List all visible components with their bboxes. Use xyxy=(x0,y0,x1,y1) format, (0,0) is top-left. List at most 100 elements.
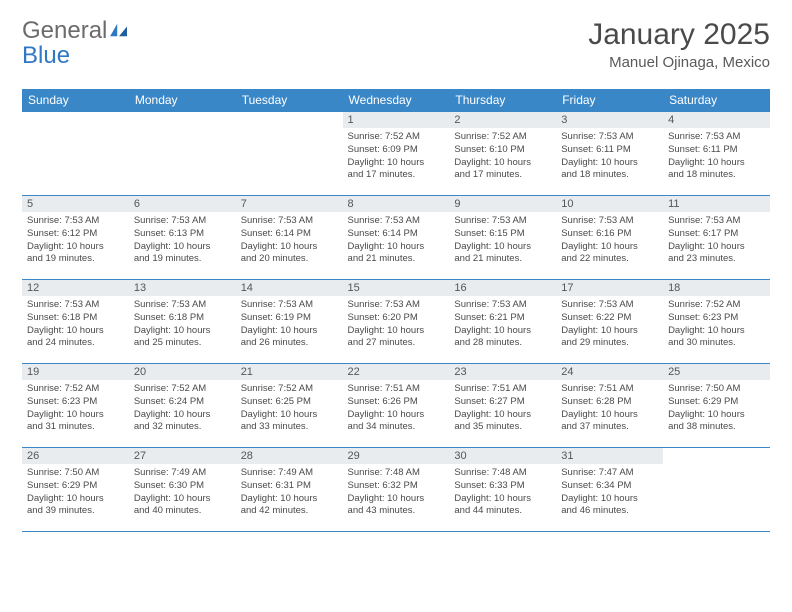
day-number: 13 xyxy=(129,280,236,296)
day-detail-line: Sunset: 6:18 PM xyxy=(134,312,204,323)
title-block: January 2025 Manuel Ojinaga, Mexico xyxy=(588,18,770,71)
day-detail-line: Daylight: 10 hours xyxy=(668,157,745,168)
day-number: 23 xyxy=(449,364,556,380)
day-details: Sunrise: 7:53 AMSunset: 6:20 PMDaylight:… xyxy=(343,296,450,354)
calendar-cell: 10Sunrise: 7:53 AMSunset: 6:16 PMDayligh… xyxy=(556,196,663,280)
day-detail-line: Daylight: 10 hours xyxy=(134,409,211,420)
calendar-cell: 29Sunrise: 7:48 AMSunset: 6:32 PMDayligh… xyxy=(343,448,450,532)
day-number xyxy=(22,112,129,116)
location-label: Manuel Ojinaga, Mexico xyxy=(588,54,770,71)
day-details: Sunrise: 7:53 AMSunset: 6:14 PMDaylight:… xyxy=(343,212,450,270)
day-number: 24 xyxy=(556,364,663,380)
day-detail-line: Sunset: 6:21 PM xyxy=(454,312,524,323)
day-number: 20 xyxy=(129,364,236,380)
day-number: 10 xyxy=(556,196,663,212)
day-detail-line: Sunset: 6:25 PM xyxy=(241,396,311,407)
day-detail-line: Sunset: 6:11 PM xyxy=(561,144,631,155)
day-detail-line: and 40 minutes. xyxy=(134,505,202,516)
day-detail-line: Sunrise: 7:49 AM xyxy=(134,467,206,478)
day-details: Sunrise: 7:53 AMSunset: 6:12 PMDaylight:… xyxy=(22,212,129,270)
day-detail-line: and 33 minutes. xyxy=(241,421,309,432)
day-detail-line: Daylight: 10 hours xyxy=(241,325,318,336)
day-detail-line: Daylight: 10 hours xyxy=(668,241,745,252)
day-details: Sunrise: 7:53 AMSunset: 6:22 PMDaylight:… xyxy=(556,296,663,354)
day-detail-line: Sunset: 6:14 PM xyxy=(348,228,418,239)
day-details: Sunrise: 7:48 AMSunset: 6:32 PMDaylight:… xyxy=(343,464,450,522)
day-number: 7 xyxy=(236,196,343,212)
day-detail-line: and 31 minutes. xyxy=(27,421,95,432)
day-details: Sunrise: 7:47 AMSunset: 6:34 PMDaylight:… xyxy=(556,464,663,522)
day-detail-line: and 38 minutes. xyxy=(668,421,736,432)
day-detail-line: and 24 minutes. xyxy=(27,337,95,348)
day-detail-line: and 18 minutes. xyxy=(561,169,629,180)
day-detail-line: Sunset: 6:18 PM xyxy=(27,312,97,323)
day-detail-line: Sunset: 6:27 PM xyxy=(454,396,524,407)
day-detail-line: Sunset: 6:17 PM xyxy=(668,228,738,239)
day-detail-line: Sunrise: 7:53 AM xyxy=(454,299,526,310)
day-details: Sunrise: 7:53 AMSunset: 6:15 PMDaylight:… xyxy=(449,212,556,270)
day-number: 9 xyxy=(449,196,556,212)
day-detail-line: and 19 minutes. xyxy=(134,253,202,264)
calendar-week-row: 19Sunrise: 7:52 AMSunset: 6:23 PMDayligh… xyxy=(22,364,770,448)
day-details: Sunrise: 7:53 AMSunset: 6:17 PMDaylight:… xyxy=(663,212,770,270)
day-detail-line: and 21 minutes. xyxy=(454,253,522,264)
day-detail-line: and 30 minutes. xyxy=(668,337,736,348)
calendar-cell: 25Sunrise: 7:50 AMSunset: 6:29 PMDayligh… xyxy=(663,364,770,448)
day-number: 8 xyxy=(343,196,450,212)
day-detail-line: Sunset: 6:33 PM xyxy=(454,480,524,491)
day-detail-line: Sunrise: 7:52 AM xyxy=(348,131,420,142)
day-detail-line: Sunset: 6:10 PM xyxy=(454,144,524,155)
day-detail-line: Sunrise: 7:47 AM xyxy=(561,467,633,478)
day-detail-line: Daylight: 10 hours xyxy=(561,241,638,252)
day-detail-line: and 32 minutes. xyxy=(134,421,202,432)
day-number: 19 xyxy=(22,364,129,380)
day-detail-line: and 19 minutes. xyxy=(27,253,95,264)
day-number: 1 xyxy=(343,112,450,128)
day-details: Sunrise: 7:50 AMSunset: 6:29 PMDaylight:… xyxy=(663,380,770,438)
day-detail-line: Daylight: 10 hours xyxy=(241,409,318,420)
day-detail-line: Sunrise: 7:53 AM xyxy=(348,299,420,310)
day-details: Sunrise: 7:49 AMSunset: 6:30 PMDaylight:… xyxy=(129,464,236,522)
day-detail-line: Sunrise: 7:52 AM xyxy=(668,299,740,310)
calendar-cell: 4Sunrise: 7:53 AMSunset: 6:11 PMDaylight… xyxy=(663,112,770,196)
day-detail-line: Daylight: 10 hours xyxy=(27,409,104,420)
day-details: Sunrise: 7:51 AMSunset: 6:27 PMDaylight:… xyxy=(449,380,556,438)
day-detail-line: Sunset: 6:29 PM xyxy=(668,396,738,407)
day-detail-line: Daylight: 10 hours xyxy=(454,493,531,504)
day-detail-line: Sunrise: 7:53 AM xyxy=(561,215,633,226)
day-detail-line: and 35 minutes. xyxy=(454,421,522,432)
day-number: 14 xyxy=(236,280,343,296)
day-number: 11 xyxy=(663,196,770,212)
weekday-header: Wednesday xyxy=(343,89,450,112)
day-details: Sunrise: 7:53 AMSunset: 6:11 PMDaylight:… xyxy=(556,128,663,186)
day-detail-line: and 21 minutes. xyxy=(348,253,416,264)
day-details: Sunrise: 7:52 AMSunset: 6:25 PMDaylight:… xyxy=(236,380,343,438)
calendar-cell: 24Sunrise: 7:51 AMSunset: 6:28 PMDayligh… xyxy=(556,364,663,448)
header: GeneralBlue January 2025 Manuel Ojinaga,… xyxy=(22,18,770,71)
day-detail-line: Daylight: 10 hours xyxy=(668,409,745,420)
day-detail-line: Daylight: 10 hours xyxy=(348,241,425,252)
day-detail-line: Sunrise: 7:53 AM xyxy=(27,299,99,310)
calendar-cell: 14Sunrise: 7:53 AMSunset: 6:19 PMDayligh… xyxy=(236,280,343,364)
weekday-header: Tuesday xyxy=(236,89,343,112)
day-number: 2 xyxy=(449,112,556,128)
calendar-cell: 7Sunrise: 7:53 AMSunset: 6:14 PMDaylight… xyxy=(236,196,343,280)
day-details: Sunrise: 7:51 AMSunset: 6:28 PMDaylight:… xyxy=(556,380,663,438)
day-detail-line: Daylight: 10 hours xyxy=(454,325,531,336)
day-number: 28 xyxy=(236,448,343,464)
calendar-cell: 13Sunrise: 7:53 AMSunset: 6:18 PMDayligh… xyxy=(129,280,236,364)
day-detail-line: Sunset: 6:28 PM xyxy=(561,396,631,407)
day-number: 6 xyxy=(129,196,236,212)
day-number: 5 xyxy=(22,196,129,212)
day-number: 17 xyxy=(556,280,663,296)
day-details: Sunrise: 7:51 AMSunset: 6:26 PMDaylight:… xyxy=(343,380,450,438)
day-detail-line: Sunrise: 7:53 AM xyxy=(134,299,206,310)
calendar-cell: 23Sunrise: 7:51 AMSunset: 6:27 PMDayligh… xyxy=(449,364,556,448)
day-details: Sunrise: 7:52 AMSunset: 6:10 PMDaylight:… xyxy=(449,128,556,186)
day-detail-line: Sunset: 6:09 PM xyxy=(348,144,418,155)
day-detail-line: and 25 minutes. xyxy=(134,337,202,348)
day-detail-line: Sunset: 6:30 PM xyxy=(134,480,204,491)
day-detail-line: and 29 minutes. xyxy=(561,337,629,348)
day-detail-line: and 46 minutes. xyxy=(561,505,629,516)
day-detail-line: Daylight: 10 hours xyxy=(561,157,638,168)
